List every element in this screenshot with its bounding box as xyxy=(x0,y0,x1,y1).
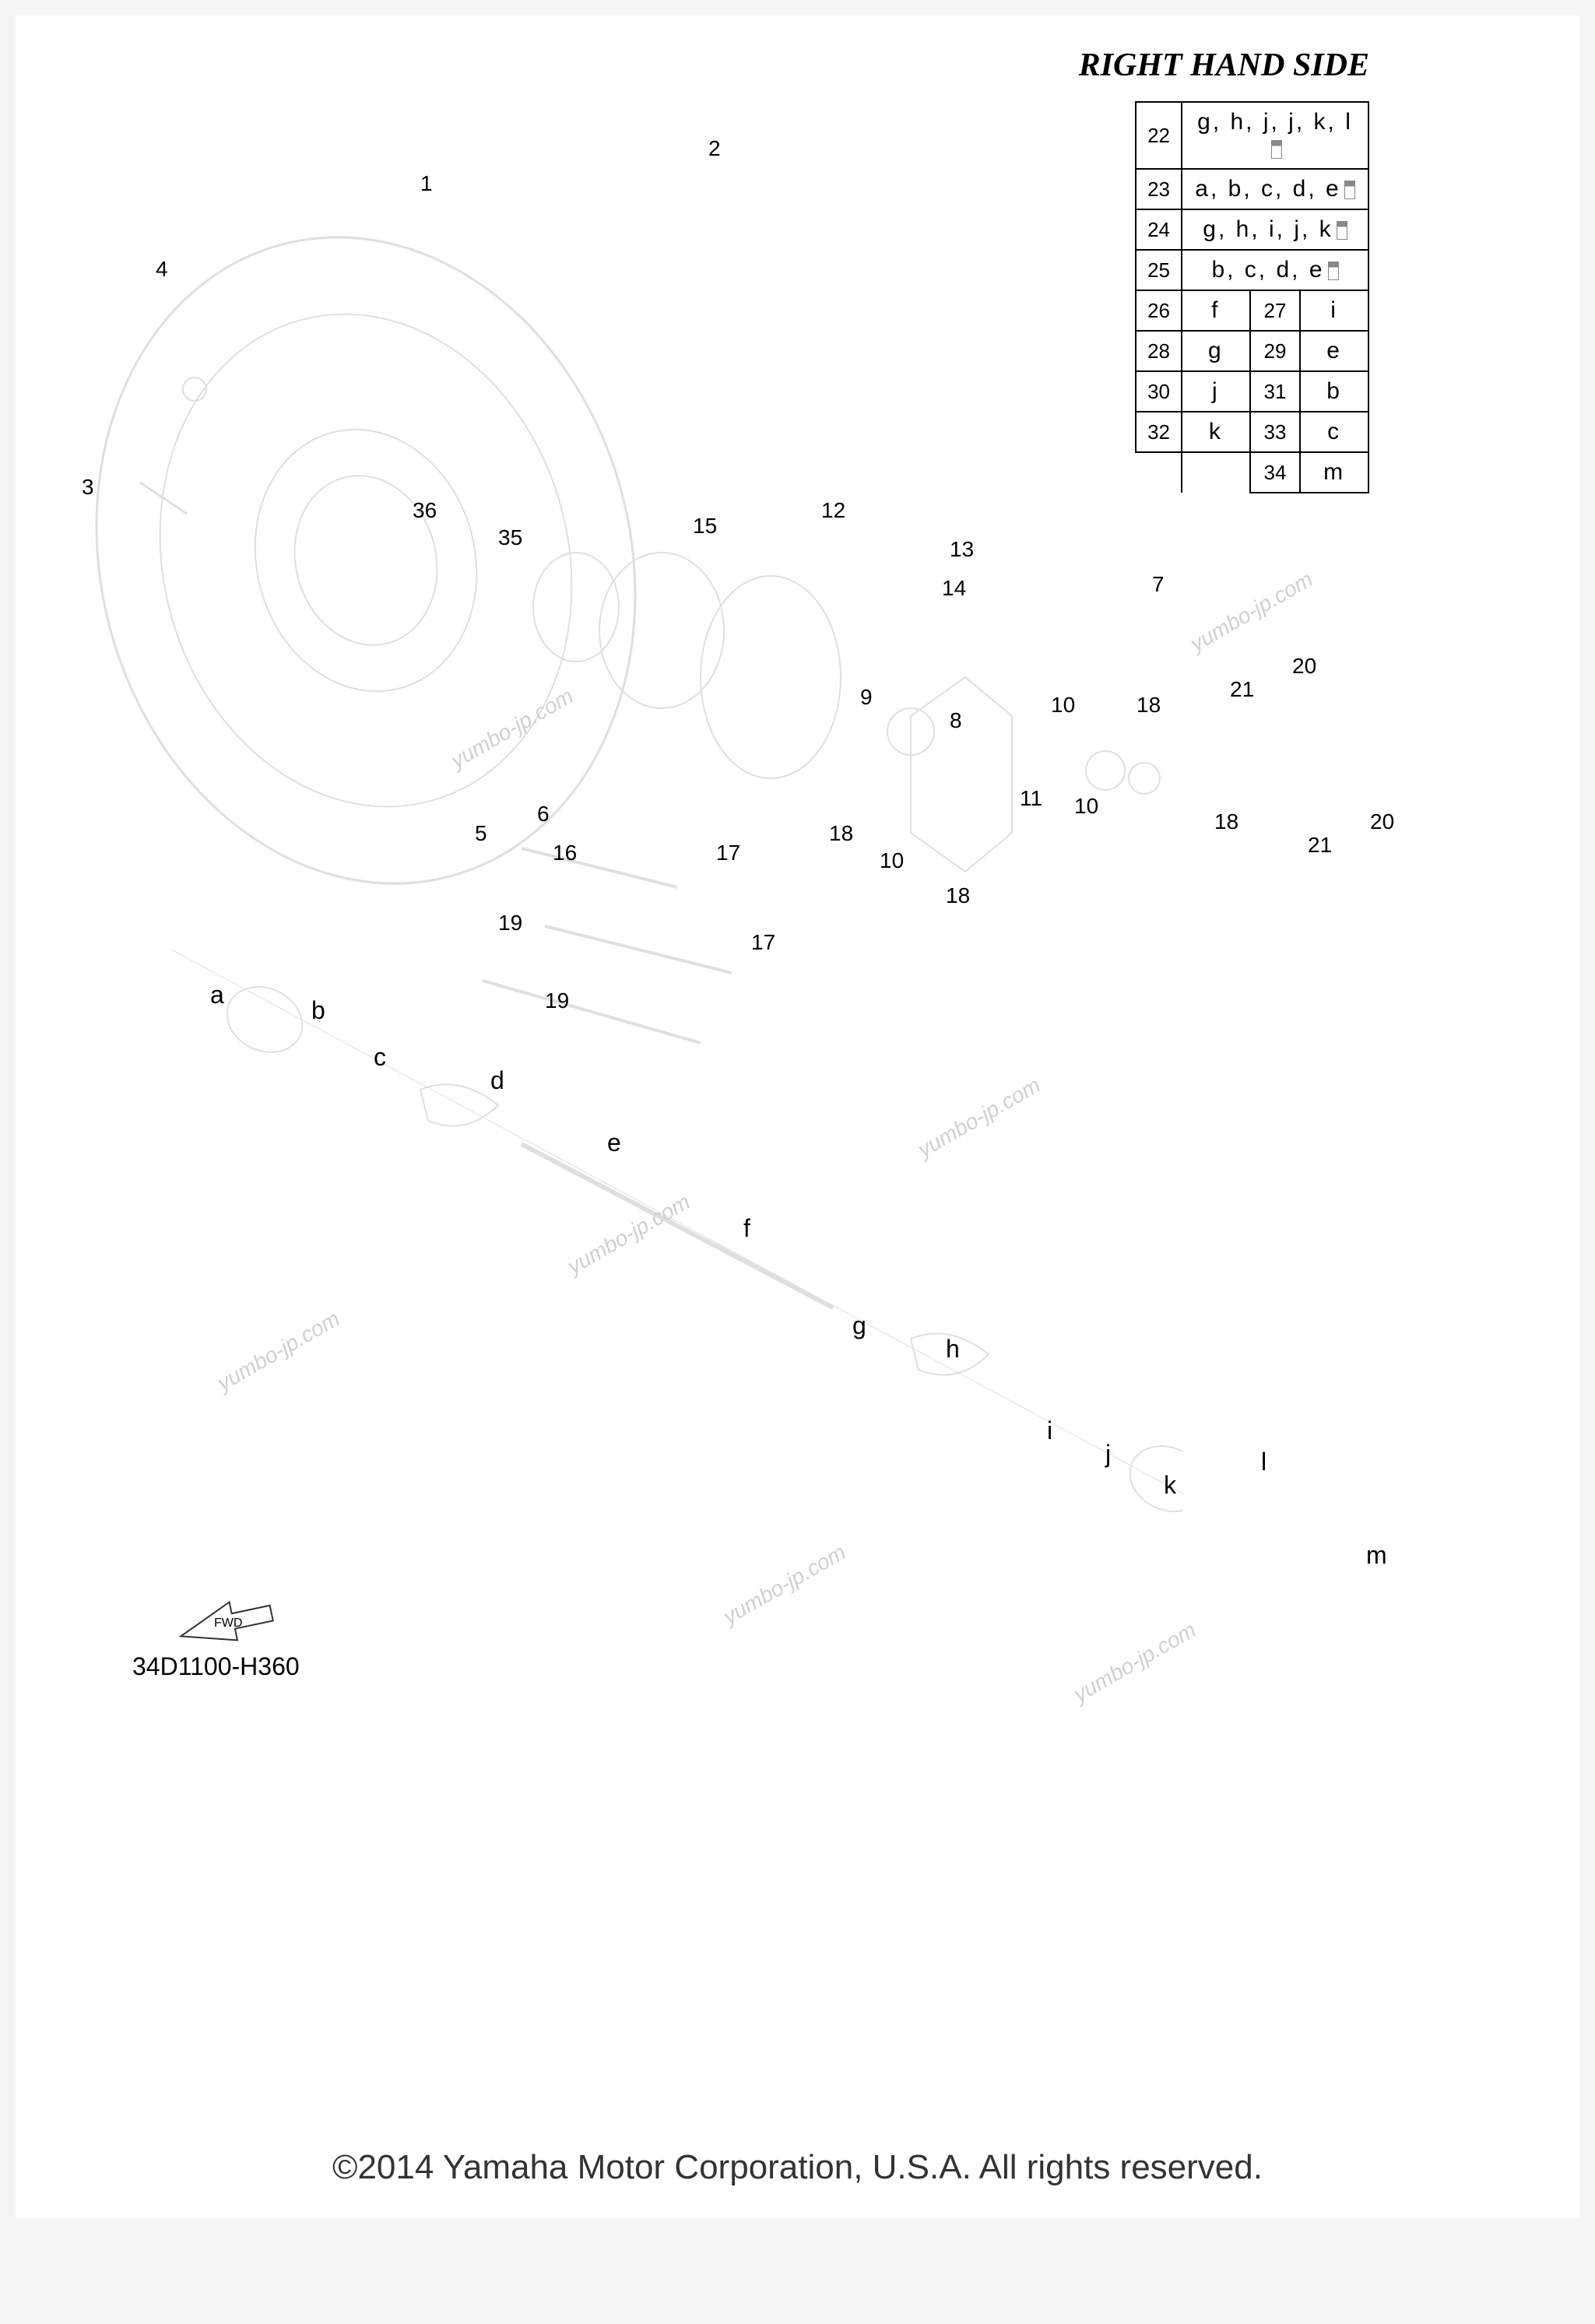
ref-number: 34 xyxy=(1250,452,1301,493)
part-number-label: 20 xyxy=(1370,809,1394,834)
fwd-arrow-icon: FWD xyxy=(171,1588,280,1650)
part-number-label: 6 xyxy=(537,802,550,827)
part-number-label: 18 xyxy=(946,883,970,908)
part-number-label: 14 xyxy=(942,576,966,601)
part-number-label: 17 xyxy=(716,841,740,865)
part-number-label: 21 xyxy=(1230,677,1254,702)
part-letter-label: j xyxy=(1105,1440,1111,1469)
part-letter-label: a xyxy=(210,981,224,1009)
ref-content: g, h, i, j, k xyxy=(1182,209,1368,250)
part-number-label: 10 xyxy=(880,848,904,873)
part-number-label: 13 xyxy=(950,537,974,562)
diagram-title: RIGHT HAND SIDE xyxy=(1079,47,1369,84)
part-number-label: 18 xyxy=(1137,693,1161,718)
grease-icon xyxy=(1328,262,1339,280)
part-number-label: 11 xyxy=(1020,786,1042,811)
ref-content: m xyxy=(1300,452,1368,493)
part-number-label: 10 xyxy=(1074,794,1098,819)
part-number-label: 18 xyxy=(829,821,853,846)
parts-diagram xyxy=(93,171,1183,1572)
watermark: yumbo-jp.com xyxy=(1070,1617,1200,1708)
ref-number: 22 xyxy=(1136,102,1182,169)
ref-content: a, b, c, d, e xyxy=(1182,169,1368,209)
part-number-label: 18 xyxy=(1214,809,1238,834)
part-number-label: 21 xyxy=(1308,833,1332,858)
part-number-label: 19 xyxy=(498,911,522,936)
page-container: RIGHT HAND SIDE 22g, h, j, j, k, l 2 3 a, b… xyxy=(16,16,1579,2218)
part-letter-label: l xyxy=(1261,1448,1267,1476)
part-number-label: 15 xyxy=(693,514,717,539)
ref-number: 33 xyxy=(1250,412,1301,452)
part-number-label: 1 xyxy=(420,171,433,196)
ref-content: b xyxy=(1300,371,1368,412)
ref-content: k xyxy=(1182,412,1250,452)
copyright-text: ©2014 Yamaha Motor Corporation, U.S.A. A… xyxy=(16,2117,1579,2218)
part-letter-label: b xyxy=(311,996,325,1025)
part-number-label: 5 xyxy=(475,821,487,846)
watermark: yumbo-jp.com xyxy=(1186,567,1317,657)
grease-icon xyxy=(1271,140,1282,159)
part-letter-label: m xyxy=(1366,1541,1387,1570)
ref-content: e xyxy=(1300,331,1368,371)
grease-icon xyxy=(1337,221,1347,240)
part-number-label: 35 xyxy=(498,525,522,550)
part-letter-label: g xyxy=(852,1311,866,1340)
ref-content: c xyxy=(1300,412,1368,452)
part-number-label: 7 xyxy=(1152,572,1165,597)
part-letter-label: c xyxy=(374,1043,386,1072)
ref-number: 29 xyxy=(1250,331,1301,371)
part-number-label: 9 xyxy=(860,685,873,710)
diagram-area: RIGHT HAND SIDE 22g, h, j, j, k, l 2 3 a, b… xyxy=(16,16,1579,2117)
part-letter-label: i xyxy=(1047,1417,1052,1445)
table-row: 22g, h, j, j, k, l xyxy=(1136,102,1368,169)
part-number-label: 3 xyxy=(82,475,94,500)
ref-content: j xyxy=(1182,371,1250,412)
part-number-label: 2 xyxy=(708,136,721,161)
ref-number: 31 xyxy=(1250,371,1301,412)
part-number-label: 4 xyxy=(156,257,168,282)
grease-icon xyxy=(1344,181,1355,199)
ref-content: i xyxy=(1300,290,1368,331)
part-number-label: 17 xyxy=(751,930,775,955)
ref-number: 27 xyxy=(1250,290,1301,331)
part-letter-label: h xyxy=(946,1335,960,1364)
part-number-label: 19 xyxy=(545,988,569,1013)
ref-content: f xyxy=(1182,290,1250,331)
part-letter-label: f xyxy=(743,1214,750,1243)
part-number-label: 36 xyxy=(413,498,437,523)
ref-content xyxy=(1182,452,1250,493)
part-letter-label: d xyxy=(490,1066,504,1095)
diagram-code: 34D1100-H360 xyxy=(132,1652,300,1681)
ref-content: g xyxy=(1182,331,1250,371)
part-letter-label: k xyxy=(1164,1471,1176,1500)
part-number-label: 12 xyxy=(821,498,845,523)
part-number-label: 16 xyxy=(553,841,577,865)
part-number-label: 10 xyxy=(1051,693,1075,718)
ref-content: g, h, j, j, k, l xyxy=(1182,102,1368,169)
ref-content: b, c, d, e xyxy=(1182,250,1368,290)
part-letter-label: e xyxy=(607,1129,621,1157)
fwd-label: FWD xyxy=(214,1617,242,1630)
part-number-label: 8 xyxy=(950,708,962,733)
part-number-label: 20 xyxy=(1292,654,1316,679)
